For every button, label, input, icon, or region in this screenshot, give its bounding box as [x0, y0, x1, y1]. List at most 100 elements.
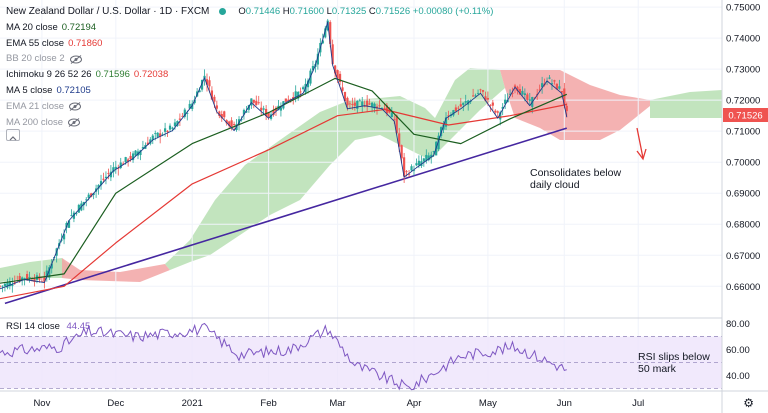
rsi-value: 44.45 — [66, 321, 91, 332]
candle-body — [430, 154, 433, 158]
candle-body — [294, 91, 297, 98]
candle-body — [541, 83, 544, 88]
candle-body — [329, 22, 332, 44]
ma20-line — [0, 77, 568, 284]
candle-body — [504, 99, 507, 104]
candle-body — [240, 119, 243, 121]
candle-body — [528, 99, 531, 101]
ma5-line — [0, 21, 568, 290]
candle-body — [447, 115, 450, 117]
candle-body — [459, 104, 462, 107]
indicator-row[interactable]: MA 20 close 0.72194 — [6, 20, 493, 36]
indicator-row[interactable]: MA 5 close 0.72105 — [6, 83, 493, 99]
candle-body — [301, 87, 305, 90]
indicator-row[interactable]: Ichimoku 9 26 52 26 0.71596 0.72038 — [6, 67, 493, 83]
candle-body — [405, 171, 408, 173]
candle-body — [131, 153, 135, 161]
candle-body — [220, 114, 223, 119]
collapse-legend-button[interactable] — [6, 129, 20, 141]
candle-body — [513, 85, 517, 88]
indicator-legend: New Zealand Dollar / U.S. Dollar · 1D · … — [6, 4, 493, 130]
candle-body — [501, 106, 504, 109]
candle-body — [516, 86, 519, 92]
rsi-legend[interactable]: RSI 14 close 44.45 — [6, 321, 90, 332]
eye-hidden-icon[interactable] — [68, 102, 82, 112]
candle-body — [356, 100, 359, 109]
rsi-tick-label: 80.00 — [726, 319, 750, 330]
price-tick-label: 0.71000 — [726, 127, 760, 138]
candle-body — [499, 112, 502, 120]
price-tick-label: 0.72000 — [726, 96, 760, 107]
indicator-row[interactable]: MA 200 close — [6, 115, 493, 131]
indicator-label: BB 20 close 2 — [6, 53, 65, 65]
candle-body — [154, 133, 157, 135]
candle-body — [90, 193, 93, 197]
candle-body — [565, 105, 568, 112]
candle-body — [361, 101, 364, 106]
candle-body — [107, 172, 110, 174]
candle-body — [134, 150, 137, 156]
candle-body — [1, 285, 4, 287]
candle-body — [265, 108, 268, 117]
candle-body — [390, 112, 393, 118]
time-tick-label: Nov — [33, 398, 50, 409]
candle-body — [555, 83, 559, 90]
candle-body — [104, 176, 108, 179]
gear-icon[interactable]: ⚙ — [743, 396, 754, 410]
candle-body — [3, 283, 7, 287]
candle-body — [558, 86, 561, 89]
candle-body — [242, 109, 246, 115]
candle-body — [496, 111, 499, 113]
candle-body — [341, 87, 344, 91]
candle-body — [334, 65, 337, 74]
candle-body — [432, 151, 435, 152]
candle-body — [481, 90, 485, 92]
indicator-row[interactable]: EMA 55 close 0.71860 — [6, 36, 493, 52]
annotation-rsi: RSI slips below 50 mark — [638, 351, 710, 375]
last-price-badge: 0.71526 — [723, 108, 768, 122]
price-tick-label: 0.68000 — [726, 220, 760, 231]
candle-body — [198, 90, 201, 93]
rsi-tick-label: 60.00 — [726, 345, 750, 356]
market-status-dot — [219, 8, 227, 16]
indicator-label: EMA 55 close — [6, 37, 65, 49]
chart-header: New Zealand Dollar / U.S. Dollar · 1D · … — [6, 4, 493, 20]
candle-body — [0, 285, 2, 287]
candle-body — [28, 276, 31, 279]
candle-body — [358, 100, 361, 102]
ema55-line — [0, 103, 567, 300]
candle-body — [511, 92, 514, 94]
price-tick-label: 0.69000 — [726, 189, 760, 200]
candle-body — [476, 92, 480, 94]
indicator-value: 0.72105 — [56, 84, 91, 96]
eye-hidden-icon[interactable] — [67, 118, 81, 127]
candle-body — [18, 276, 21, 282]
candle-body — [114, 166, 117, 169]
candle-body — [213, 96, 216, 102]
candle-body — [464, 101, 467, 103]
candle-body — [65, 223, 68, 228]
candle-body — [331, 44, 334, 65]
candle-body — [439, 127, 443, 137]
candle-body — [316, 53, 319, 65]
indicator-row[interactable]: BB 20 close 2 — [6, 51, 493, 67]
candle-body — [351, 103, 354, 105]
candle-body — [494, 110, 497, 113]
candle-body — [178, 118, 181, 120]
indicator-row[interactable]: EMA 21 close — [6, 99, 493, 115]
candle-body — [208, 80, 211, 87]
time-tick-label: Jul — [632, 398, 644, 409]
candle-body — [186, 112, 189, 114]
candle-body — [171, 127, 174, 129]
candle-body — [188, 103, 191, 109]
eye-hidden-icon[interactable] — [69, 54, 83, 64]
candle-body — [272, 109, 275, 116]
candle-body — [21, 277, 24, 281]
candle-body — [373, 103, 376, 109]
down-arrow-head — [636, 148, 647, 161]
candle-body — [420, 161, 423, 166]
symbol-title[interactable]: New Zealand Dollar / U.S. Dollar · 1D · … — [6, 6, 210, 17]
candle-body — [422, 158, 425, 162]
candle-body — [67, 220, 71, 228]
